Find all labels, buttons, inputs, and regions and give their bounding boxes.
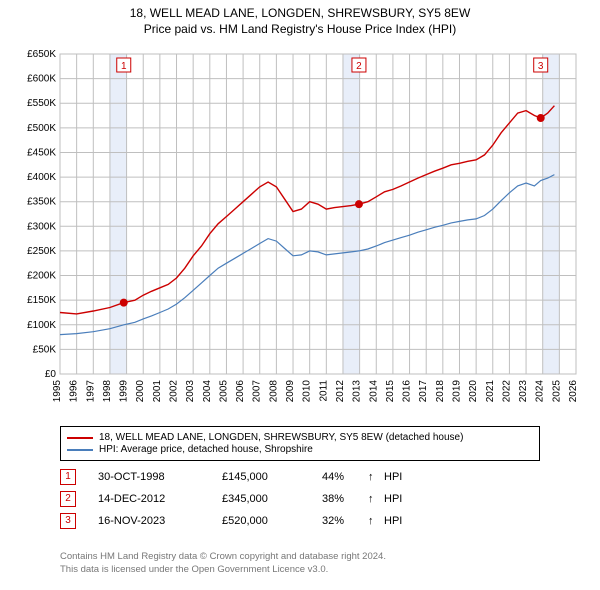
svg-text:1: 1 — [121, 61, 127, 72]
svg-text:£150K: £150K — [27, 295, 56, 306]
svg-text:2008: 2008 — [268, 380, 279, 403]
attribution-line-2: This data is licensed under the Open Gov… — [60, 564, 386, 576]
svg-text:£550K: £550K — [27, 98, 56, 109]
sales-table: 130-OCT-1998£145,00044%↑HPI214-DEC-2012£… — [60, 466, 402, 532]
svg-text:£250K: £250K — [27, 246, 56, 257]
svg-text:2002: 2002 — [169, 380, 180, 403]
legend-row-property: 18, WELL MEAD LANE, LONGDEN, SHREWSBURY,… — [67, 432, 533, 443]
sale-row: 1 30-OCT-1998£145,00044%↑HPI — [60, 466, 402, 488]
price-chart-svg: £0 £50K £100K £150K £200K £250K £300K £350K £400… — [12, 46, 588, 416]
svg-text:1998: 1998 — [102, 380, 113, 403]
sale-price: £345,000 — [222, 493, 322, 505]
svg-text:2003: 2003 — [185, 380, 196, 403]
svg-text:2023: 2023 — [518, 380, 529, 403]
sale-suffix: HPI — [384, 493, 402, 505]
sale-price: £145,000 — [222, 471, 322, 483]
svg-text:£450K: £450K — [27, 147, 56, 158]
chart-title: 18, WELL MEAD LANE, LONGDEN, SHREWSBURY,… — [0, 0, 600, 37]
attribution: Contains HM Land Registry data © Crown c… — [60, 551, 386, 576]
legend-label-property: 18, WELL MEAD LANE, LONGDEN, SHREWSBURY,… — [99, 432, 463, 443]
svg-text:2015: 2015 — [385, 380, 396, 403]
title-line-2: Price paid vs. HM Land Registry's House … — [0, 22, 600, 38]
legend-swatch-hpi — [67, 449, 93, 451]
svg-text:£600K: £600K — [27, 74, 56, 85]
svg-text:2018: 2018 — [435, 380, 446, 403]
arrow-up-icon: ↑ — [368, 471, 384, 483]
svg-text:1996: 1996 — [69, 380, 80, 403]
svg-text:2017: 2017 — [418, 380, 429, 403]
svg-text:£650K: £650K — [27, 49, 56, 60]
sale-row: 2 14-DEC-2012£345,00038%↑HPI — [60, 488, 402, 510]
svg-text:£200K: £200K — [27, 271, 56, 282]
svg-text:2019: 2019 — [451, 380, 462, 403]
svg-text:£0: £0 — [45, 369, 57, 380]
svg-text:£300K: £300K — [27, 221, 56, 232]
svg-text:£350K: £350K — [27, 197, 56, 208]
svg-text:3: 3 — [538, 61, 544, 72]
svg-text:2012: 2012 — [335, 380, 346, 403]
legend-label-hpi: HPI: Average price, detached house, Shro… — [99, 444, 313, 455]
svg-text:2005: 2005 — [218, 380, 229, 403]
svg-text:2020: 2020 — [468, 380, 479, 403]
svg-text:2013: 2013 — [352, 380, 363, 403]
svg-text:1995: 1995 — [52, 380, 63, 403]
svg-text:2021: 2021 — [485, 380, 496, 403]
svg-text:2024: 2024 — [535, 380, 546, 403]
svg-text:2001: 2001 — [152, 380, 163, 403]
legend: 18, WELL MEAD LANE, LONGDEN, SHREWSBURY,… — [60, 426, 540, 461]
sale-date: 30-OCT-1998 — [98, 471, 222, 483]
svg-text:2011: 2011 — [318, 380, 329, 402]
sale-badge: 3 — [60, 513, 76, 529]
svg-text:£50K: £50K — [33, 344, 57, 355]
svg-text:1999: 1999 — [119, 380, 130, 403]
svg-text:2016: 2016 — [402, 380, 413, 403]
svg-text:2009: 2009 — [285, 380, 296, 403]
title-line-1: 18, WELL MEAD LANE, LONGDEN, SHREWSBURY,… — [0, 6, 600, 22]
svg-text:2007: 2007 — [252, 380, 263, 403]
sale-badge: 2 — [60, 491, 76, 507]
svg-text:2006: 2006 — [235, 380, 246, 403]
arrow-up-icon: ↑ — [368, 515, 384, 527]
attribution-line-1: Contains HM Land Registry data © Crown c… — [60, 551, 386, 563]
svg-text:2022: 2022 — [501, 380, 512, 403]
legend-swatch-property — [67, 437, 93, 439]
sale-suffix: HPI — [384, 471, 402, 483]
sale-date: 14-DEC-2012 — [98, 493, 222, 505]
svg-text:2010: 2010 — [302, 380, 313, 403]
svg-text:2026: 2026 — [568, 380, 579, 403]
sale-price: £520,000 — [222, 515, 322, 527]
svg-text:£400K: £400K — [27, 172, 56, 183]
svg-text:2004: 2004 — [202, 380, 213, 403]
svg-text:1997: 1997 — [85, 380, 96, 403]
arrow-up-icon: ↑ — [368, 493, 384, 505]
sale-pct: 44% — [322, 471, 368, 483]
sale-pct: 32% — [322, 515, 368, 527]
svg-text:2014: 2014 — [368, 380, 379, 403]
svg-text:2: 2 — [356, 61, 362, 72]
svg-text:£500K: £500K — [27, 123, 56, 134]
legend-row-hpi: HPI: Average price, detached house, Shro… — [67, 444, 533, 455]
sale-badge: 1 — [60, 469, 76, 485]
chart-area: £0 £50K £100K £150K £200K £250K £300K £350K £400… — [12, 46, 588, 416]
sale-pct: 38% — [322, 493, 368, 505]
sale-date: 16-NOV-2023 — [98, 515, 222, 527]
sale-suffix: HPI — [384, 515, 402, 527]
sale-row: 3 16-NOV-2023£520,00032%↑HPI — [60, 510, 402, 532]
svg-text:2025: 2025 — [551, 380, 562, 403]
svg-text:2000: 2000 — [135, 380, 146, 403]
svg-text:£100K: £100K — [27, 320, 56, 331]
